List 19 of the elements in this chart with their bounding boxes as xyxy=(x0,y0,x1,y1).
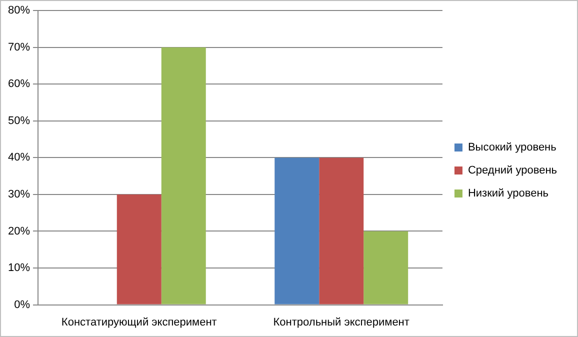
legend-label: Низкий уровень xyxy=(468,188,549,200)
bar xyxy=(161,47,206,304)
bar xyxy=(319,158,364,304)
bar xyxy=(274,158,320,304)
bar xyxy=(116,194,162,304)
x-tick-label: Контрольный эксперимент xyxy=(273,316,410,328)
legend-label: Высокий уровень xyxy=(468,142,557,154)
y-tick-label: 30% xyxy=(8,188,30,201)
y-tick-label: 40% xyxy=(8,152,30,164)
y-tick-label: 50% xyxy=(8,114,30,127)
y-tick-label: 10% xyxy=(8,262,30,274)
y-tick-label: 80% xyxy=(8,4,30,17)
y-tick-label: 20% xyxy=(8,225,30,238)
y-tick-label: 60% xyxy=(8,78,30,90)
x-tick-label: Констатирующий эксперимент xyxy=(61,316,217,328)
y-tick-label: 0% xyxy=(14,298,30,311)
bar xyxy=(364,231,408,304)
legend-label: Средний уровень xyxy=(468,164,558,177)
y-tick-label: 70% xyxy=(8,41,30,54)
